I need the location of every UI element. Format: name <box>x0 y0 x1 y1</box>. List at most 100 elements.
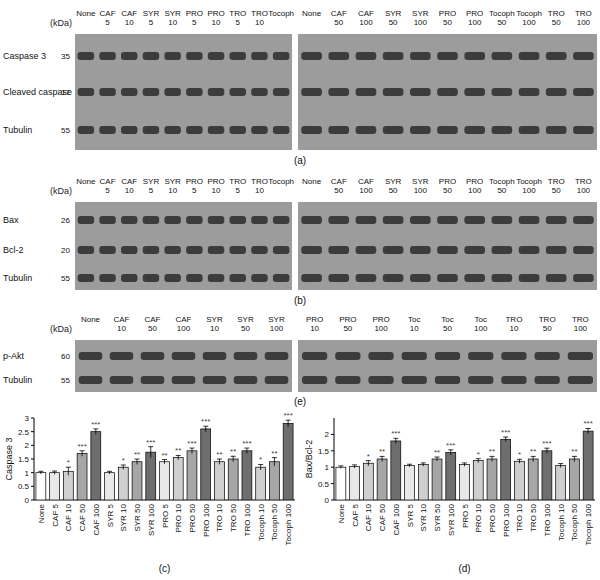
bar <box>50 473 60 500</box>
lane-label: PRO100 <box>466 177 483 195</box>
lane-label: PRO10 <box>306 315 323 333</box>
bar <box>556 466 566 500</box>
blot-band <box>546 274 567 282</box>
lane-label-line: 50 <box>497 18 506 27</box>
blot-band <box>383 88 404 96</box>
lane-label-line: None <box>76 177 96 186</box>
blot-band <box>573 52 594 60</box>
lane-label: TRO5 <box>229 9 246 27</box>
error-stem <box>233 456 234 461</box>
blot-band <box>143 274 159 282</box>
error-stem <box>219 459 220 464</box>
category-label: SYR 5 <box>406 503 415 527</box>
blot-band <box>464 88 485 96</box>
lane-label: CAF10 <box>121 177 137 195</box>
blot-band <box>251 88 267 96</box>
significance: *** <box>242 439 251 448</box>
significance: ** <box>271 449 277 458</box>
y-axis-label: Caspase 3 <box>4 437 14 480</box>
bar <box>105 473 115 500</box>
lane-label: None <box>302 177 322 186</box>
error-bar <box>558 464 563 468</box>
significance: * <box>477 450 480 459</box>
bar <box>460 465 470 500</box>
kda-header: (kDa) <box>50 186 72 196</box>
lane-label-line: None <box>76 9 96 18</box>
error-stem <box>464 463 465 466</box>
lane-label: Tocoph100 <box>516 9 542 27</box>
y-axis-label: Bax/Bcl-2 <box>304 440 314 479</box>
lane-label: SYR50 <box>385 9 402 27</box>
error-bar <box>544 448 549 453</box>
error-bar <box>366 461 371 466</box>
lane-label-line: PRO <box>306 315 323 324</box>
category-label: None <box>337 503 346 523</box>
blot-band <box>273 246 289 254</box>
blot-band <box>164 274 180 282</box>
blot-band <box>356 216 377 224</box>
lane-label: SYR100 <box>412 177 429 195</box>
error-stem <box>150 447 151 458</box>
blot-band <box>208 246 224 254</box>
lane-label-line: 50 <box>241 324 250 333</box>
bar <box>569 459 579 500</box>
lane-label: SYR100 <box>412 9 429 27</box>
error-stem <box>164 460 165 464</box>
blot-panel: (kDa)Bax26Bcl-220Tubulin55NoneCAF5CAF10S… <box>3 177 597 306</box>
lane-label-line: 5 <box>192 186 197 195</box>
row-label: Tubulin <box>3 273 32 283</box>
lane-label-line: PRO <box>466 177 483 186</box>
lane-label-line: 10 <box>125 18 134 27</box>
error-bar <box>80 451 85 456</box>
lane-label-line: 50 <box>389 186 398 195</box>
lane-label-line: 50 <box>443 324 452 333</box>
lane-label: Tocoph <box>268 177 294 186</box>
blot-band <box>383 126 404 134</box>
blot-band <box>535 352 560 360</box>
kda-value: 35 <box>61 52 70 61</box>
lane-label: TRO50 <box>548 177 565 195</box>
y-tick <box>31 445 34 446</box>
blot-band <box>546 126 567 134</box>
blot-band <box>435 376 460 384</box>
blot-band <box>328 88 349 96</box>
error-bar <box>572 456 577 461</box>
error-bar <box>435 457 440 461</box>
blot-band <box>172 376 196 384</box>
lane-label-line: SYR <box>385 9 402 18</box>
panel-letter: (b) <box>294 295 306 306</box>
lane-label-line: CAF <box>358 177 374 186</box>
category-label: SYR 5 <box>106 503 115 527</box>
blot-band <box>410 216 431 224</box>
category-label: PRO 100 <box>202 503 211 536</box>
error-bar <box>52 471 57 474</box>
error-stem <box>395 438 396 443</box>
blot-band <box>251 216 267 224</box>
lane-label-line: CAF <box>121 177 137 186</box>
kda-value: 26 <box>61 216 70 225</box>
error-bar <box>38 471 43 474</box>
lane-label-line: 100 <box>177 324 191 333</box>
lane-label-line: 50 <box>148 324 157 333</box>
blot-band <box>186 126 202 134</box>
error-stem <box>95 429 96 434</box>
lane-label-line: Tocoph <box>489 177 515 186</box>
y-tick-label: 1.5 <box>318 447 330 456</box>
error-stem <box>178 455 179 459</box>
bar <box>432 459 442 500</box>
lane-label-line: SYR <box>143 9 160 18</box>
significance: *** <box>283 411 292 420</box>
error-bar <box>121 465 126 469</box>
blot-band <box>110 352 134 360</box>
error-cap <box>462 462 467 463</box>
row-label: p-Akt <box>3 351 25 361</box>
lane-label-line: 100 <box>522 186 536 195</box>
error-stem <box>450 450 451 455</box>
blot-band <box>186 274 202 282</box>
blot-band <box>402 376 427 384</box>
bar <box>336 467 346 500</box>
blot-band <box>301 88 322 96</box>
lane-label-line: PRO <box>372 315 389 324</box>
y-axis <box>334 418 335 500</box>
y-tick <box>331 467 334 468</box>
